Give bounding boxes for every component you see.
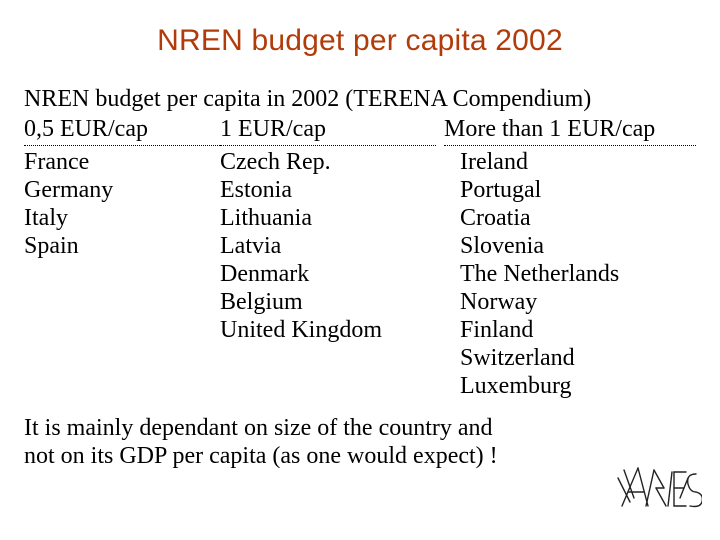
aries-logo-icon [616, 458, 702, 514]
list-item: Italy [24, 204, 220, 232]
list-item: Estonia [220, 176, 436, 204]
list-item: Croatia [444, 204, 696, 232]
footnote-line-2: not on its GDP per capita (as one would … [24, 442, 696, 470]
list-item: Latvia [220, 232, 436, 260]
list-item: Finland [444, 316, 696, 344]
list-item: France [24, 148, 220, 176]
column-2-header: 1 EUR/cap [220, 115, 436, 146]
list-item: Spain [24, 232, 220, 260]
columns-container: 0,5 EUR/cap France Germany Italy Spain 1… [24, 115, 696, 400]
footnote-line-1: It is mainly dependant on size of the co… [24, 414, 696, 442]
list-item: Norway [444, 288, 696, 316]
slide-container: NREN budget per capita 2002 NREN budget … [0, 0, 720, 540]
list-item: Belgium [220, 288, 436, 316]
column-3-header: More than 1 EUR/cap [444, 115, 696, 146]
list-item: Switzerland [444, 344, 696, 372]
list-item: Czech Rep. [220, 148, 436, 176]
slide-subtitle: NREN budget per capita in 2002 (TERENA C… [24, 86, 696, 113]
list-item: Ireland [444, 148, 696, 176]
column-1: 0,5 EUR/cap France Germany Italy Spain [24, 115, 220, 400]
slide-title: NREN budget per capita 2002 [24, 24, 696, 58]
list-item: Slovenia [444, 232, 696, 260]
list-item: Germany [24, 176, 220, 204]
list-item: Denmark [220, 260, 436, 288]
list-item: Portugal [444, 176, 696, 204]
list-item: Luxemburg [444, 372, 696, 400]
column-1-header: 0,5 EUR/cap [24, 115, 220, 146]
column-2: 1 EUR/cap Czech Rep. Estonia Lithuania L… [220, 115, 436, 400]
column-3: More than 1 EUR/cap Ireland Portugal Cro… [436, 115, 696, 400]
list-item: The Netherlands [444, 260, 696, 288]
list-item: Lithuania [220, 204, 436, 232]
footnote: It is mainly dependant on size of the co… [24, 414, 696, 470]
list-item: United Kingdom [220, 316, 436, 344]
